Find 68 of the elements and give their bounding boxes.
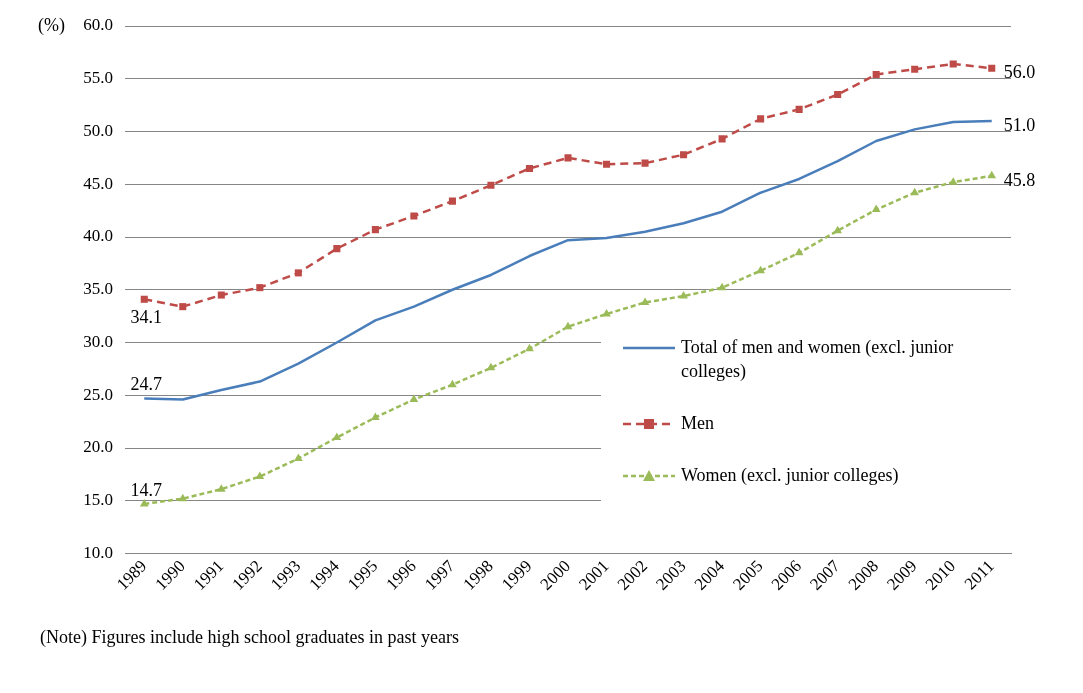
point [333,245,341,253]
point [641,159,649,167]
point [178,493,188,502]
point [910,187,920,196]
point [332,432,342,440]
point [834,91,842,99]
point [217,291,225,299]
point [872,71,880,79]
point [680,151,688,159]
data-label: 24.7 [130,374,163,395]
y-tick-label: 15.0 [83,490,113,510]
y-tick-label: 50.0 [83,120,113,140]
point [179,303,187,311]
point [756,265,765,274]
point [140,295,148,303]
point [718,135,726,143]
y-tick-label: 40.0 [83,226,113,246]
point [948,177,958,185]
point [525,343,534,352]
point [371,412,380,420]
point [987,170,997,179]
point [795,105,803,113]
data-label: 14.7 [130,479,163,500]
point [794,247,804,256]
point [602,309,611,317]
y-tick-label: 10.0 [83,543,113,562]
point [448,197,456,205]
point [525,164,534,172]
legend-label: Men [681,412,714,433]
point [949,60,957,68]
legend-label: Total of men and women (excl. junior colleges) [681,336,954,382]
text: (Note) Figures include high school graduates in past years [40,626,459,648]
point [564,154,572,162]
point [563,321,573,330]
point [294,453,303,462]
legend-label: Women (excl. junior colleges) [681,464,899,486]
point [371,226,379,234]
point [602,160,611,168]
point [487,181,495,189]
point [911,65,919,73]
point [833,225,842,234]
data-label: 34.1 [130,307,163,327]
point [717,282,727,291]
y-tick-label: 45.0 [83,173,113,193]
point [486,362,496,371]
y-tick-label: 55.0 [83,68,113,88]
point [216,484,226,492]
point [988,64,996,72]
data-label: 51.0 [1003,114,1036,135]
y-axis-title: (%) [38,14,65,36]
point [757,115,765,123]
y-tick-label: 35.0 [83,279,113,299]
point [679,291,688,299]
point [139,498,149,507]
y-tick-label: 25.0 [83,384,113,404]
point [640,297,650,305]
y-tick-label: 30.0 [83,331,113,351]
y-tick-label: 20.0 [83,437,113,457]
data-label: 45.8 [1003,169,1036,190]
point [256,284,264,292]
data-label: 56.0 [1003,61,1036,82]
point [409,394,419,402]
y-tick-label: 60.0 [83,15,113,35]
point [294,269,302,277]
point [448,379,457,388]
point [871,204,881,213]
point [255,471,265,480]
point [410,212,418,220]
